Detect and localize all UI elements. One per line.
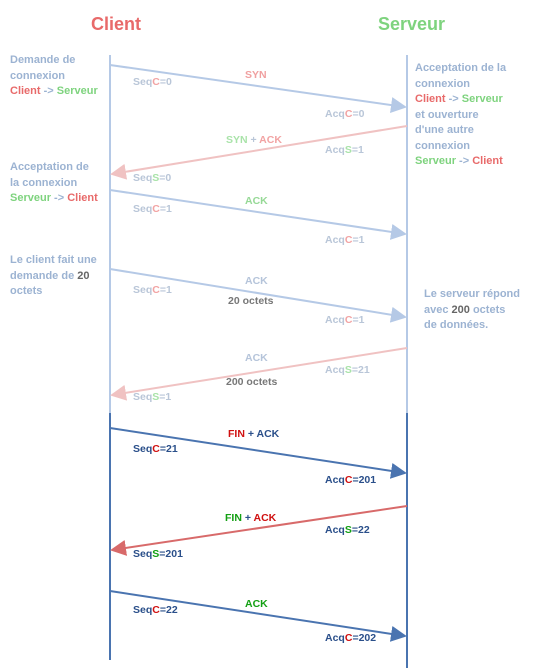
arrow-fin-ack-server (110, 505, 408, 556)
m4-data: 20 octets (228, 295, 274, 307)
m6-acq: AcqC=201 (325, 474, 377, 486)
m6-seq: SeqC=21 (133, 443, 178, 455)
m2-label: SYN + ACK (226, 134, 282, 146)
note-server-accept: Acceptation de la connexion Client -> Se… (415, 62, 507, 167)
server-header: Serveur (378, 14, 446, 34)
note-server-response: Le serveur répond avec 200 octets de don… (424, 288, 520, 331)
m7-seq: SeqS=201 (133, 548, 183, 560)
m4-acq: AcqC=1 (325, 314, 365, 326)
note-client-request: Le client fait une demande de 20 octets (10, 254, 97, 297)
m3-acq: AcqC=1 (325, 234, 365, 246)
note-connection-request: Demande de connexion Client -> Serveur (10, 54, 98, 97)
m5-seq: SeqS=1 (133, 391, 172, 403)
m1-label: SYN (245, 69, 267, 81)
m7-label: FIN + ACK (225, 512, 277, 524)
client-header: Client (91, 14, 142, 34)
arrow-ack-1 (109, 189, 407, 240)
m2-seq: SeqS=0 (133, 172, 172, 184)
m8-acq: AcqC=202 (325, 632, 377, 644)
arrow-syn (109, 64, 407, 113)
m1-seq: SeqC=0 (133, 76, 172, 88)
arrow-response-200 (110, 347, 408, 401)
arrow-fin-ack-client (109, 427, 407, 479)
arrow-request-20 (109, 268, 407, 323)
m1-acq: AcqC=0 (325, 108, 365, 120)
arrow-syn-ack (110, 125, 408, 180)
m4-seq: SeqC=1 (133, 284, 172, 296)
m7-acq: AcqS=22 (325, 524, 370, 536)
m3-label: ACK (245, 195, 268, 207)
m6-label: FIN + ACK (228, 428, 280, 440)
m5-data: 200 octets (226, 376, 278, 388)
note-connection-accepted: Acceptation de la connexion Serveur -> C… (10, 161, 98, 204)
m8-seq: SeqC=22 (133, 604, 178, 616)
m3-seq: SeqC=1 (133, 203, 172, 215)
m8-label: ACK (245, 598, 268, 610)
m5-acq: AcqS=21 (325, 364, 370, 376)
m5-label: ACK (245, 352, 268, 364)
arrow-final-ack (109, 590, 407, 642)
m4-label: ACK (245, 275, 268, 287)
m2-acq: AcqS=1 (325, 144, 364, 156)
